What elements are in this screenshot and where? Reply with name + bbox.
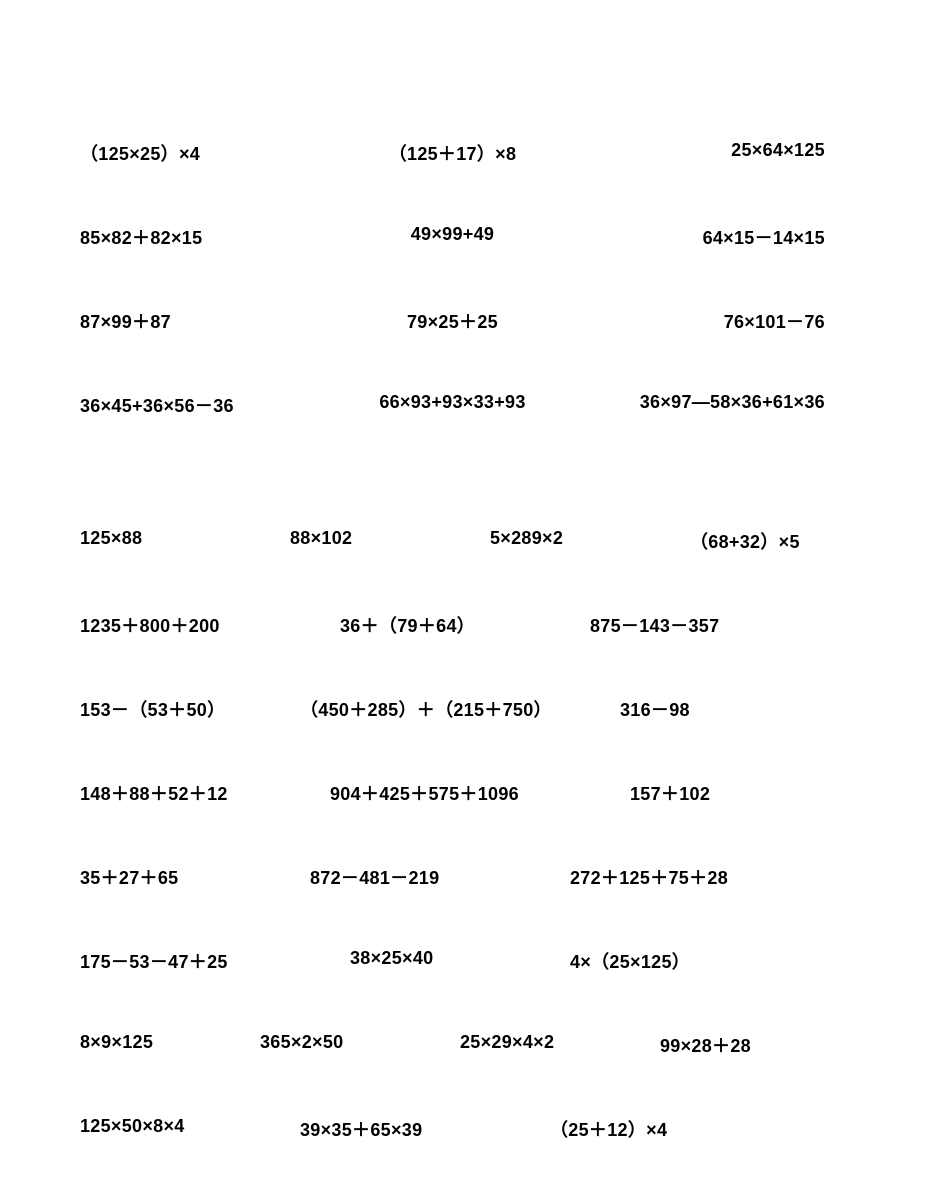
math-expression: 125×88 bbox=[80, 528, 290, 554]
section-gap bbox=[80, 418, 865, 528]
problem-row: 85×82＋82×15 49×99+49 64×15－14×15 bbox=[80, 224, 865, 250]
math-expression: （125×25）×4 bbox=[80, 144, 200, 164]
math-expression: 175－53－47＋25 bbox=[80, 948, 350, 974]
math-expression: 36×97—58×36+61×36 bbox=[640, 392, 825, 412]
problem-row: 8×9×125 365×2×50 25×29×4×2 99×28＋28 bbox=[80, 1032, 865, 1058]
math-expression: 272＋125＋75＋28 bbox=[570, 864, 830, 890]
problem-row: 87×99＋87 79×25＋25 76×101－76 bbox=[80, 308, 865, 334]
problem-row: 175－53－47＋25 38×25×40 4×（25×125） bbox=[80, 948, 865, 974]
math-expression: 365×2×50 bbox=[260, 1032, 460, 1058]
math-expression: （25＋12）×4 bbox=[550, 1116, 800, 1142]
math-expression: 25×29×4×2 bbox=[460, 1032, 660, 1058]
problem-row: 125×50×8×4 39×35＋65×39 （25＋12）×4 bbox=[80, 1116, 865, 1142]
math-expression: 79×25＋25 bbox=[407, 312, 498, 332]
math-expression: 64×15－14×15 bbox=[703, 228, 825, 248]
math-expression: 36＋（79＋64） bbox=[340, 612, 590, 638]
math-expression: 39×35＋65×39 bbox=[300, 1116, 550, 1142]
math-expression: （450＋285）＋（215＋750） bbox=[300, 696, 620, 722]
math-expression: 25×64×125 bbox=[731, 140, 825, 160]
math-expression: 88×102 bbox=[290, 528, 490, 554]
math-expression: 38×25×40 bbox=[350, 948, 570, 974]
problem-row: 35＋27＋65 872－481－219 272＋125＋75＋28 bbox=[80, 864, 865, 890]
section-1: （125×25）×4 （125＋17）×8 25×64×125 85×82＋82… bbox=[80, 140, 865, 418]
math-expression: 872－481－219 bbox=[310, 864, 570, 890]
worksheet-page: （125×25）×4 （125＋17）×8 25×64×125 85×82＋82… bbox=[0, 0, 945, 1202]
problem-row: 36×45+36×56－36 66×93+93×33+93 36×97—58×3… bbox=[80, 392, 865, 418]
problem-row: 1235＋800＋200 36＋（79＋64） 875－143－357 bbox=[80, 612, 865, 638]
section-2: 125×88 88×102 5×289×2 （68+32）×5 1235＋800… bbox=[80, 528, 865, 1142]
math-expression: 36×45+36×56－36 bbox=[80, 396, 234, 416]
math-expression: 157＋102 bbox=[630, 780, 830, 806]
problem-row: 153－（53＋50） （450＋285）＋（215＋750） 316－98 bbox=[80, 696, 865, 722]
math-expression: 35＋27＋65 bbox=[80, 864, 310, 890]
math-expression: 4×（25×125） bbox=[570, 948, 820, 974]
math-expression: 85×82＋82×15 bbox=[80, 228, 202, 248]
math-expression: 8×9×125 bbox=[80, 1032, 260, 1058]
math-expression: 49×99+49 bbox=[411, 224, 495, 244]
math-expression: （125＋17）×8 bbox=[389, 144, 517, 164]
math-expression: 87×99＋87 bbox=[80, 312, 171, 332]
math-expression: 1235＋800＋200 bbox=[80, 612, 340, 638]
problem-row: （125×25）×4 （125＋17）×8 25×64×125 bbox=[80, 140, 865, 166]
problem-row: 125×88 88×102 5×289×2 （68+32）×5 bbox=[80, 528, 865, 554]
math-expression: 66×93+93×33+93 bbox=[379, 392, 525, 412]
math-expression: 904＋425＋575＋1096 bbox=[330, 780, 630, 806]
math-expression: 875－143－357 bbox=[590, 612, 850, 638]
problem-row: 148＋88＋52＋12 904＋425＋575＋1096 157＋102 bbox=[80, 780, 865, 806]
math-expression: 316－98 bbox=[620, 696, 820, 722]
math-expression: 76×101－76 bbox=[724, 312, 825, 332]
math-expression: 5×289×2 bbox=[490, 528, 690, 554]
math-expression: 99×28＋28 bbox=[660, 1032, 840, 1058]
math-expression: 125×50×8×4 bbox=[80, 1116, 300, 1142]
math-expression: 148＋88＋52＋12 bbox=[80, 780, 330, 806]
math-expression: （68+32）×5 bbox=[690, 528, 860, 554]
math-expression: 153－（53＋50） bbox=[80, 696, 300, 722]
